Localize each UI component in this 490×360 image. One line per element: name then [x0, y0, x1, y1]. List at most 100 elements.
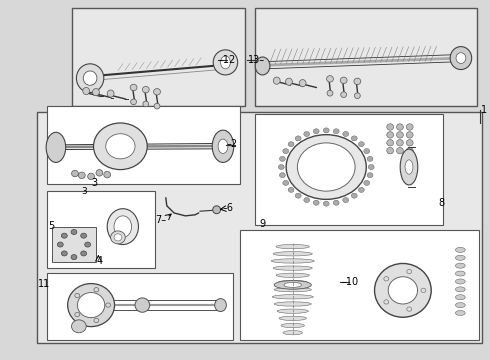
- Ellipse shape: [333, 200, 339, 205]
- Ellipse shape: [78, 172, 85, 179]
- Ellipse shape: [396, 140, 403, 146]
- Ellipse shape: [72, 320, 86, 333]
- Ellipse shape: [333, 129, 339, 134]
- Ellipse shape: [272, 295, 313, 299]
- Ellipse shape: [288, 187, 294, 192]
- Ellipse shape: [135, 298, 150, 312]
- Ellipse shape: [364, 180, 369, 185]
- Ellipse shape: [396, 132, 403, 138]
- Ellipse shape: [455, 310, 465, 315]
- Ellipse shape: [388, 277, 417, 304]
- Ellipse shape: [323, 128, 329, 133]
- Ellipse shape: [455, 247, 465, 252]
- Ellipse shape: [455, 287, 465, 292]
- Ellipse shape: [304, 131, 310, 136]
- Ellipse shape: [327, 90, 333, 96]
- Ellipse shape: [387, 148, 393, 154]
- Ellipse shape: [130, 84, 137, 91]
- Ellipse shape: [114, 234, 122, 241]
- Bar: [52, 226, 96, 262]
- Text: 9: 9: [260, 219, 266, 229]
- Ellipse shape: [313, 129, 319, 134]
- Ellipse shape: [387, 140, 393, 146]
- Ellipse shape: [367, 156, 373, 161]
- Ellipse shape: [281, 323, 304, 328]
- Ellipse shape: [340, 77, 347, 84]
- Ellipse shape: [279, 316, 306, 320]
- Ellipse shape: [77, 293, 105, 318]
- Ellipse shape: [83, 71, 97, 85]
- Ellipse shape: [277, 309, 308, 313]
- Ellipse shape: [374, 264, 431, 317]
- Text: 7–: 7–: [155, 215, 166, 225]
- Ellipse shape: [367, 173, 373, 178]
- Ellipse shape: [351, 136, 357, 141]
- Ellipse shape: [71, 229, 77, 234]
- Ellipse shape: [255, 57, 270, 75]
- Ellipse shape: [104, 171, 111, 178]
- Ellipse shape: [279, 173, 285, 178]
- Ellipse shape: [450, 46, 472, 69]
- Bar: [255, 8, 477, 107]
- Ellipse shape: [93, 89, 99, 96]
- Ellipse shape: [341, 92, 346, 98]
- Ellipse shape: [154, 103, 160, 109]
- Ellipse shape: [215, 299, 226, 311]
- Text: 8: 8: [439, 198, 444, 208]
- Ellipse shape: [276, 273, 309, 278]
- Ellipse shape: [455, 295, 465, 300]
- Ellipse shape: [271, 259, 314, 263]
- Text: 5: 5: [49, 221, 55, 231]
- Ellipse shape: [279, 156, 285, 161]
- Ellipse shape: [406, 132, 413, 138]
- Ellipse shape: [299, 80, 306, 87]
- Ellipse shape: [295, 193, 301, 198]
- Bar: [47, 107, 240, 184]
- Bar: [72, 8, 245, 107]
- Ellipse shape: [323, 201, 329, 206]
- Ellipse shape: [286, 135, 367, 199]
- Ellipse shape: [396, 148, 403, 154]
- Ellipse shape: [278, 280, 307, 285]
- Ellipse shape: [284, 282, 301, 287]
- Text: 3: 3: [81, 187, 87, 196]
- Ellipse shape: [358, 141, 364, 147]
- Ellipse shape: [351, 193, 357, 198]
- Text: 3: 3: [92, 178, 98, 188]
- Ellipse shape: [111, 231, 125, 244]
- Ellipse shape: [143, 86, 149, 93]
- Ellipse shape: [358, 187, 364, 192]
- Text: –12: –12: [219, 54, 236, 64]
- Ellipse shape: [273, 252, 312, 256]
- Ellipse shape: [304, 198, 310, 203]
- Ellipse shape: [455, 263, 465, 268]
- Ellipse shape: [81, 251, 87, 256]
- Ellipse shape: [455, 279, 465, 284]
- Ellipse shape: [274, 302, 311, 306]
- Ellipse shape: [297, 143, 355, 191]
- Ellipse shape: [212, 130, 234, 162]
- Ellipse shape: [406, 140, 413, 146]
- Ellipse shape: [455, 303, 465, 308]
- Ellipse shape: [85, 242, 91, 247]
- Ellipse shape: [286, 78, 293, 85]
- Ellipse shape: [274, 288, 311, 292]
- Text: –10: –10: [341, 277, 358, 287]
- Ellipse shape: [326, 76, 333, 82]
- Ellipse shape: [114, 216, 132, 237]
- Ellipse shape: [68, 284, 115, 327]
- Ellipse shape: [220, 56, 230, 69]
- Bar: [255, 114, 443, 225]
- Ellipse shape: [72, 170, 78, 177]
- Bar: [240, 230, 480, 339]
- Ellipse shape: [153, 89, 160, 95]
- Ellipse shape: [107, 90, 114, 97]
- Ellipse shape: [276, 244, 309, 249]
- Ellipse shape: [387, 132, 393, 138]
- Ellipse shape: [364, 149, 369, 154]
- Bar: [47, 273, 233, 339]
- Ellipse shape: [283, 330, 302, 335]
- Ellipse shape: [387, 124, 393, 130]
- Ellipse shape: [61, 233, 67, 238]
- Text: 1: 1: [482, 105, 488, 115]
